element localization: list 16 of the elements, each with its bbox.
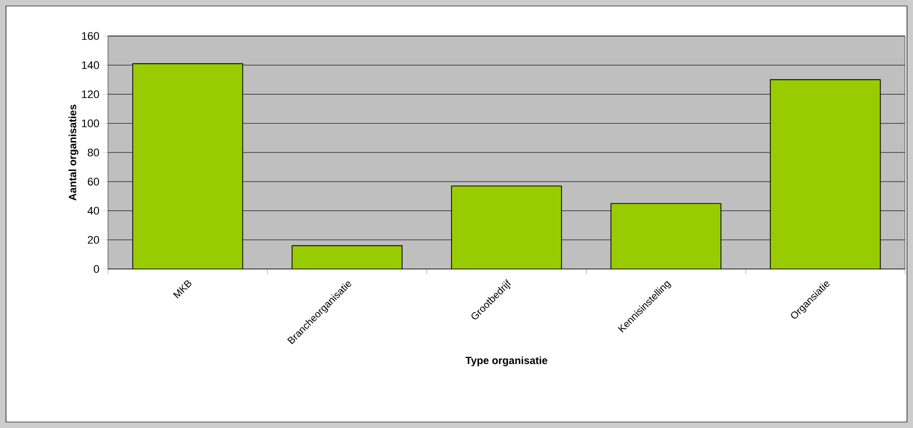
y-tick-label: 20 xyxy=(88,236,100,244)
y-tick-label: 40 xyxy=(88,206,100,215)
bar xyxy=(451,186,562,269)
x-axis-title: Type organisatie xyxy=(465,356,548,366)
bar xyxy=(292,246,402,269)
y-tick-label: 140 xyxy=(82,61,100,70)
y-tick-label: 60 xyxy=(88,178,100,186)
bar xyxy=(610,203,722,269)
bar xyxy=(770,79,881,269)
y-tick-label: 80 xyxy=(88,148,100,156)
y-tick-label: 120 xyxy=(82,90,100,98)
y-tick-label: 160 xyxy=(82,32,100,40)
bar xyxy=(132,63,244,269)
y-tick-label: 0 xyxy=(94,265,100,273)
y-tick-label: 100 xyxy=(82,120,100,128)
y-axis-title: Aantal organisaties xyxy=(68,104,78,200)
